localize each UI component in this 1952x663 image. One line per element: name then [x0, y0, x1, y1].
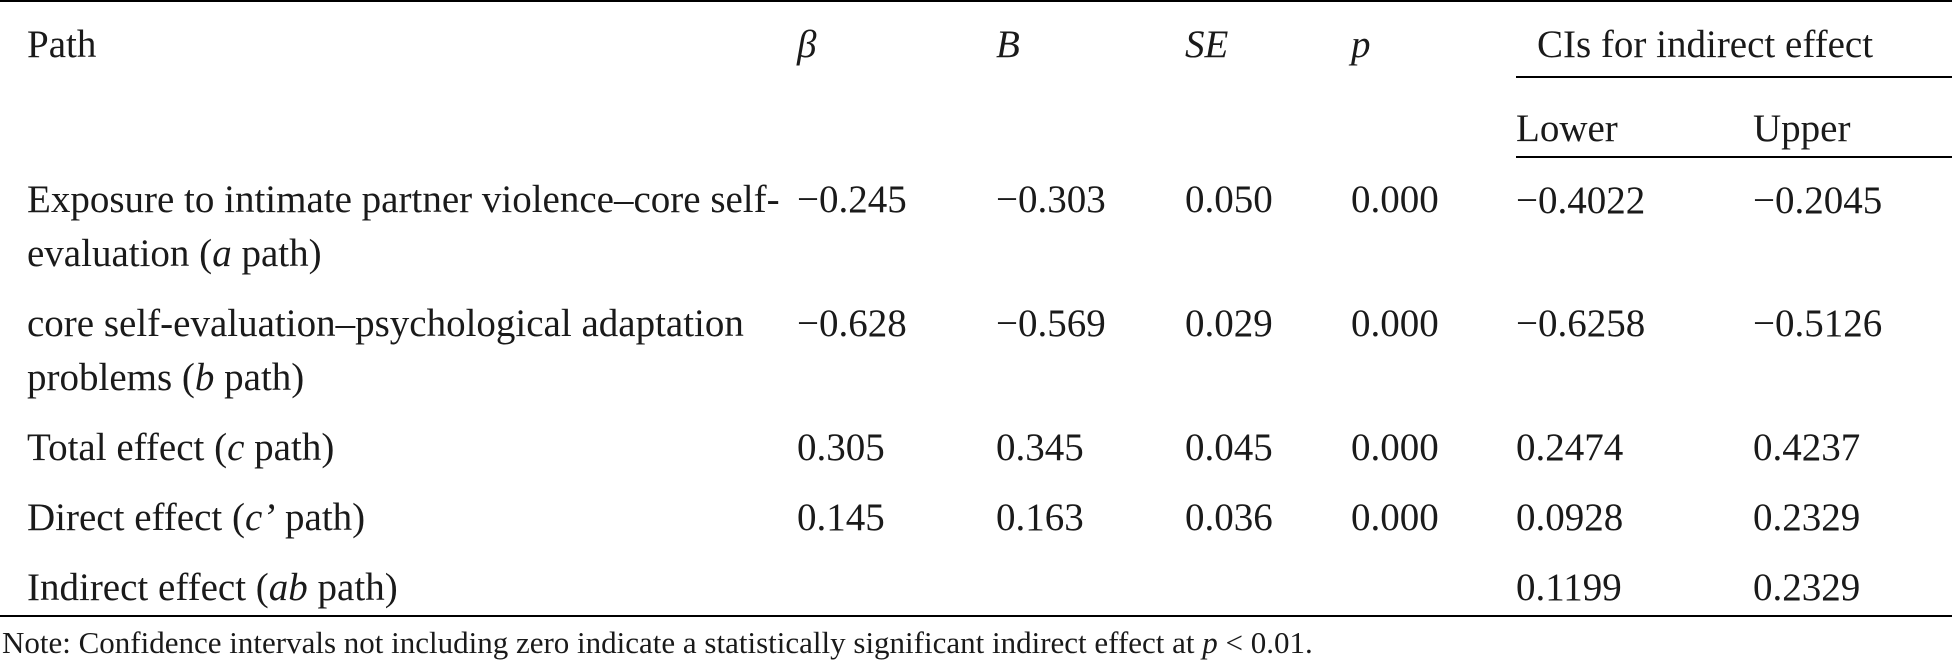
- text-segment: path): [275, 496, 366, 539]
- empty-cell: [996, 545, 1185, 616]
- table-row: Exposure to intimate partner violence–co…: [0, 157, 1952, 281]
- text-segment: path): [244, 426, 335, 469]
- value-cell: −0.6258: [1516, 302, 1646, 345]
- value-cell: 0.045: [1185, 426, 1273, 469]
- results-table: Path β B SE p CIs for indirect effect Lo…: [0, 0, 1952, 617]
- empty-cell: [1351, 545, 1516, 616]
- column-header: Path: [27, 23, 97, 66]
- subcolumn-header: Upper: [1753, 77, 1952, 158]
- path-cell: Exposure to intimate partner violence–co…: [0, 157, 797, 281]
- value-cell: 0.0928: [1516, 496, 1624, 539]
- text-segment: < 0.01.: [1217, 625, 1313, 660]
- text-segment: path): [231, 232, 322, 275]
- text-segment: Direct effect (: [27, 496, 245, 539]
- text-segment: Exposure to intimate partner violence–co…: [27, 178, 780, 275]
- text-segment: ab: [268, 566, 308, 609]
- table-body: Exposure to intimate partner violence–co…: [0, 157, 1952, 616]
- text-segment: p: [1202, 625, 1218, 660]
- path-cell: Total effect (c path): [0, 405, 797, 475]
- value-cell: 0.345: [996, 426, 1084, 469]
- column-header: β: [797, 23, 817, 66]
- table-row: Direct effect (c’ path) 0.145 0.163 0.036 0.…: [0, 475, 1952, 545]
- value-cell: 0.000: [1351, 496, 1439, 539]
- text-segment: Total effect (: [27, 426, 228, 469]
- value-cell: −0.303: [996, 178, 1106, 221]
- table-row: Total effect (c path) 0.305 0.345 0.045 0.00…: [0, 405, 1952, 475]
- value-cell: 0.163: [996, 496, 1084, 539]
- text-segment: c’: [244, 496, 276, 539]
- text-segment: path): [214, 356, 305, 399]
- text-segment: Note: Confidence intervals not including…: [2, 625, 1203, 660]
- column-header: p: [1351, 23, 1371, 66]
- value-cell: 0.2474: [1516, 426, 1624, 469]
- path-cell: core self-evaluation–psychological adapt…: [0, 281, 797, 405]
- column-header: B: [996, 23, 1020, 66]
- text-segment: Indirect effect (: [27, 566, 269, 609]
- path-cell: Indirect effect (ab path): [0, 545, 797, 616]
- value-cell: 0.145: [797, 496, 885, 539]
- group-header: CIs for indirect effect: [1516, 1, 1952, 78]
- value-cell: −0.245: [797, 178, 907, 221]
- empty-cell: [797, 545, 996, 616]
- value-cell: −0.569: [996, 302, 1106, 345]
- value-cell: 0.2329: [1753, 566, 1861, 609]
- value-cell: 0.000: [1351, 302, 1439, 345]
- value-cell: −0.2045: [1753, 179, 1883, 222]
- value-cell: 0.305: [797, 426, 885, 469]
- text-segment: b: [194, 356, 215, 399]
- empty-cell: [1185, 545, 1351, 616]
- value-cell: 0.050: [1185, 178, 1273, 221]
- value-cell: 0.4237: [1753, 426, 1861, 469]
- text-segment: core self-evaluation–psychological adapt…: [27, 302, 744, 399]
- value-cell: −0.5126: [1753, 302, 1883, 345]
- text-segment: c: [227, 426, 245, 469]
- text-segment: a: [212, 232, 232, 275]
- value-cell: 0.2329: [1753, 496, 1861, 539]
- value-cell: 0.036: [1185, 496, 1273, 539]
- column-header: SE: [1185, 23, 1229, 66]
- value-cell: 0.029: [1185, 302, 1273, 345]
- subcolumn-header: Lower: [1516, 77, 1753, 158]
- text-segment: path): [307, 566, 398, 609]
- value-cell: 0.1199: [1516, 566, 1622, 609]
- table-note: Note: Confidence intervals not including…: [0, 623, 1952, 663]
- path-cell: Direct effect (c’ path): [0, 475, 797, 545]
- value-cell: −0.628: [797, 302, 907, 345]
- table-row: core self-evaluation–psychological adapt…: [0, 281, 1952, 405]
- table-row: Indirect effect (ab path) 0.1199 0.2329: [0, 545, 1952, 616]
- value-cell: −0.4022: [1516, 179, 1646, 222]
- value-cell: 0.000: [1351, 178, 1439, 221]
- value-cell: 0.000: [1351, 426, 1439, 469]
